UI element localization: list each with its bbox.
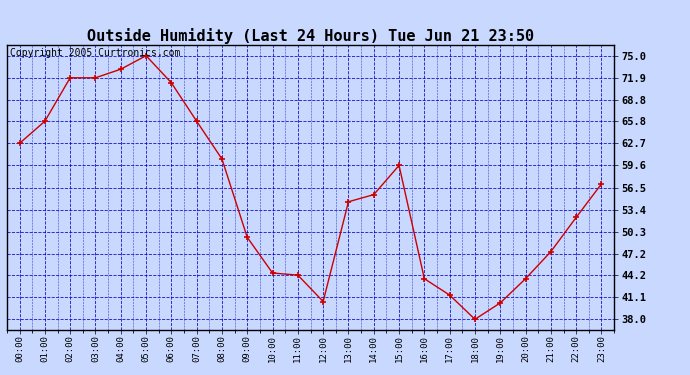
Title: Outside Humidity (Last 24 Hours) Tue Jun 21 23:50: Outside Humidity (Last 24 Hours) Tue Jun… <box>87 28 534 44</box>
Text: Copyright 2005 Curtronics.com: Copyright 2005 Curtronics.com <box>10 48 180 58</box>
